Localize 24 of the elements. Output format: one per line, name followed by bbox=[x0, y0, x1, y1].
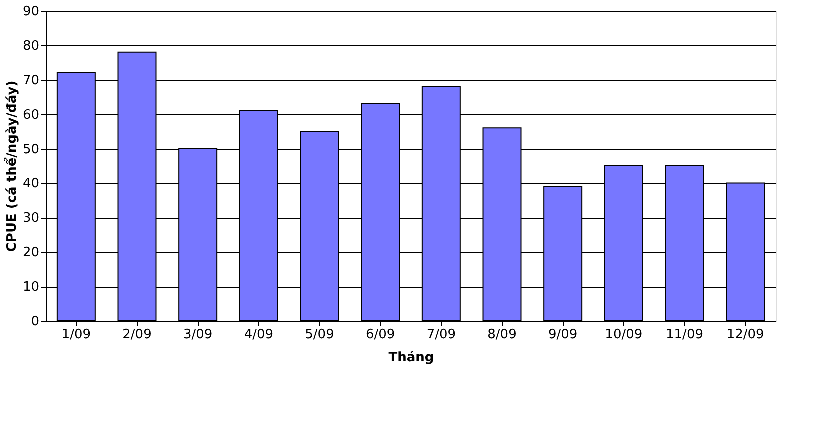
x-axis-title: Tháng bbox=[388, 350, 434, 366]
y-tick-label: 90 bbox=[22, 4, 40, 20]
x-tick-label: 6/09 bbox=[366, 328, 396, 342]
y-tick-label: 0 bbox=[31, 314, 40, 330]
x-tick-label: 1/09 bbox=[62, 328, 92, 342]
y-tick-label: 30 bbox=[22, 211, 40, 226]
x-tick-label: 5/09 bbox=[305, 328, 334, 342]
x-tick-label: 11/09 bbox=[666, 328, 704, 342]
x-tick-label: 2/09 bbox=[122, 328, 152, 342]
y-tick-label: 40 bbox=[22, 176, 40, 192]
x-tick-label: 3/09 bbox=[183, 328, 213, 342]
y-tick-label: 70 bbox=[22, 73, 40, 88]
x-tick-label: 7/09 bbox=[426, 328, 456, 342]
x-tick-label: 4/09 bbox=[244, 328, 274, 342]
y-tick-label: 20 bbox=[22, 246, 40, 261]
x-tick-label: 8/09 bbox=[488, 328, 517, 342]
y-tick-label: 60 bbox=[22, 108, 40, 123]
y-tick-label: 80 bbox=[22, 38, 40, 54]
y-axis-title: CPUE (cá thể/ngày/đáy) bbox=[4, 80, 20, 252]
y-tick-label: 10 bbox=[22, 280, 40, 296]
x-tick-label: 9/09 bbox=[548, 328, 578, 342]
y-tick-label: 50 bbox=[22, 142, 40, 158]
x-tick-label: 10/09 bbox=[605, 328, 643, 342]
x-tick-label: 12/09 bbox=[726, 328, 764, 342]
